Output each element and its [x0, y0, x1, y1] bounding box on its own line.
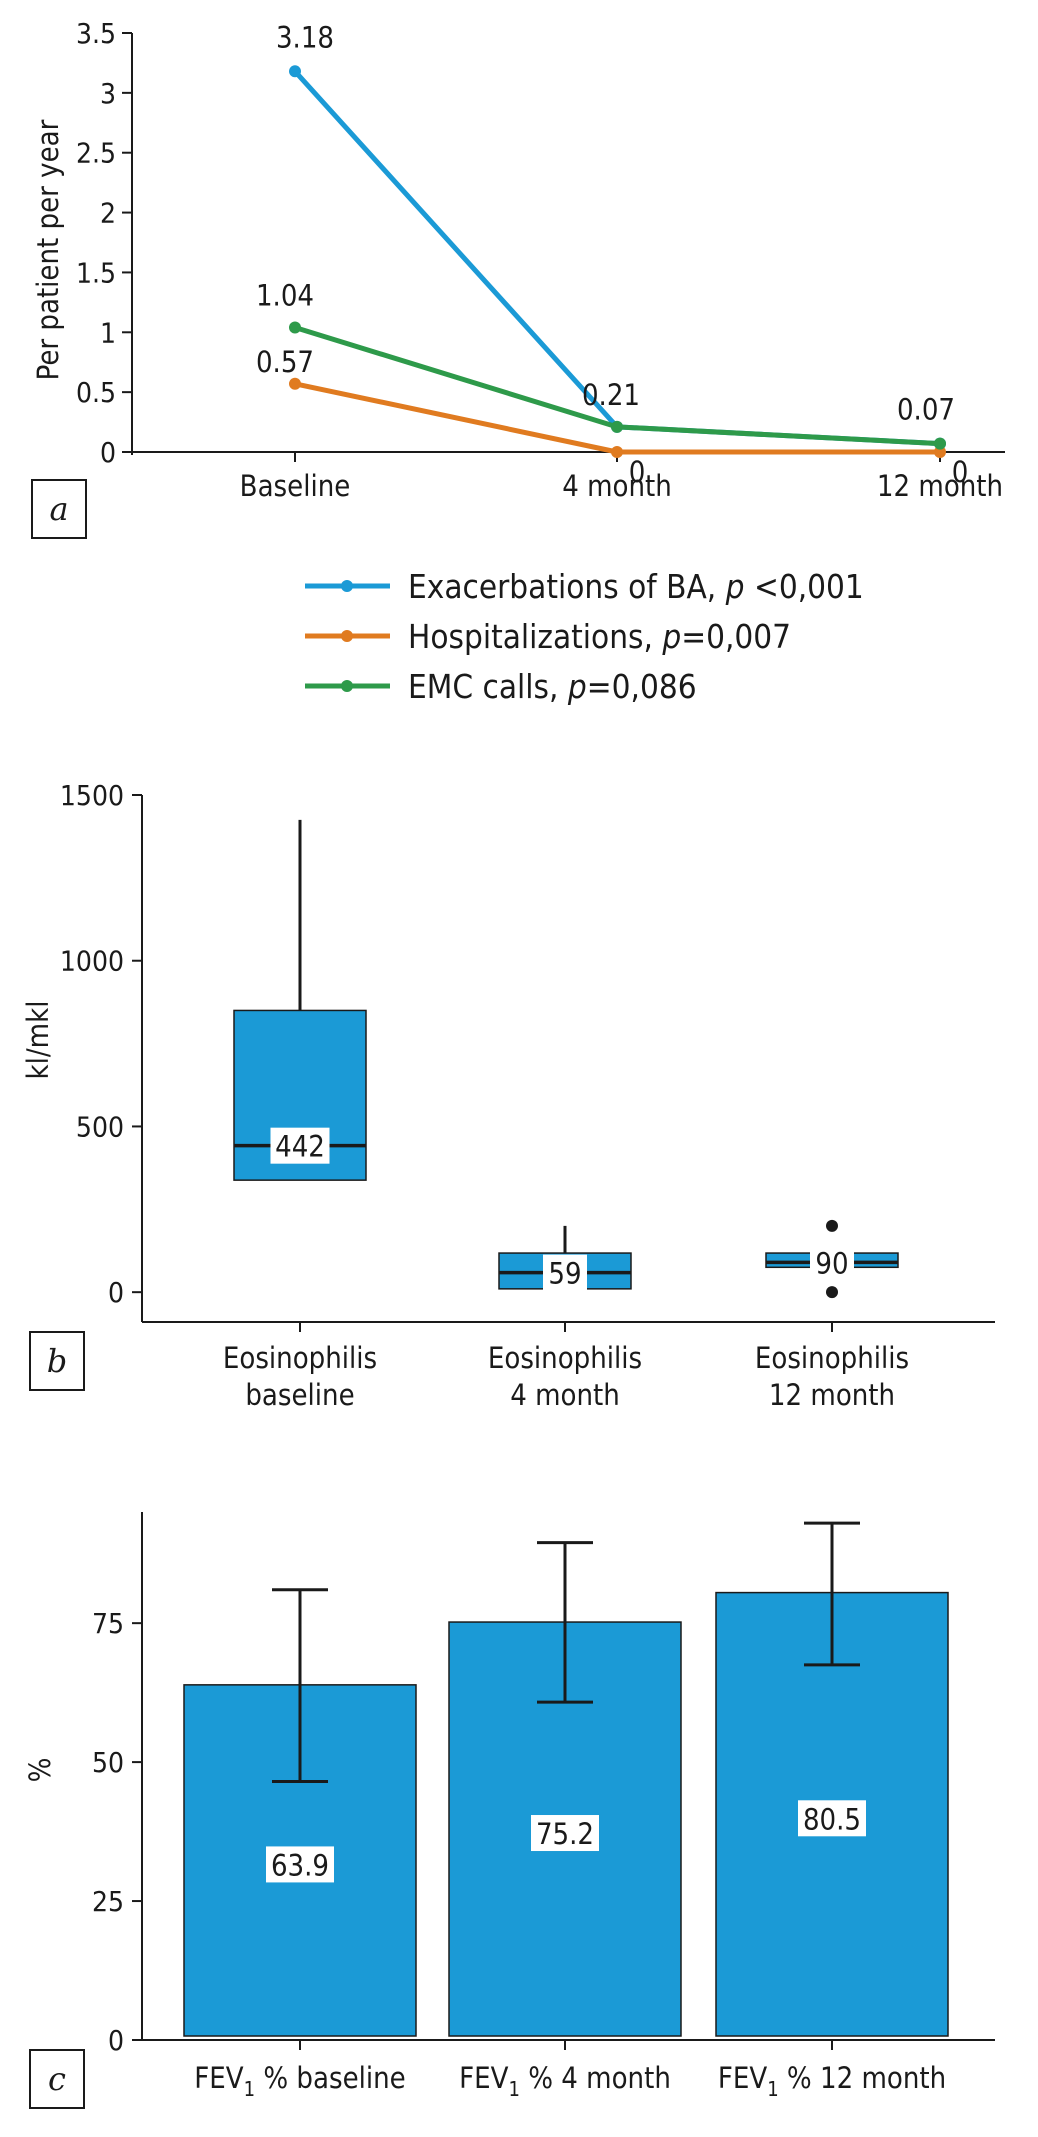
b-outlier-point	[826, 1219, 838, 1232]
legend-marker	[341, 580, 353, 592]
c-value-label-bg	[798, 1800, 866, 1837]
c-x-tick-label: FEV1 % 4 month	[459, 2061, 671, 2101]
legend-p-value: =0,086	[587, 667, 697, 706]
b-median-label-bg	[810, 1244, 854, 1281]
legend-name: Hospitalizations,	[408, 617, 662, 656]
b-median-label: 59	[548, 1257, 581, 1291]
a-data-point	[289, 377, 301, 390]
legend-p-value: <0,001	[745, 567, 864, 606]
legend-p-symbol: p	[661, 617, 681, 656]
a-data-point	[289, 65, 301, 78]
legend-p-symbol: p	[725, 567, 745, 606]
a-y-tick-label: 2.5	[76, 137, 116, 170]
a-data-label: 0.57	[256, 345, 314, 379]
b-outlier-point	[826, 1286, 838, 1299]
b-x-tick-label-line2: 12 month	[769, 1378, 895, 1412]
b-y-axis-label: kl/mkl	[21, 1001, 55, 1080]
panel-a-line-chart: 0 0.5 1 1.5 2 2.5 3 3.5 Baseline 4 month 12 month…	[31, 17, 1005, 539]
c-value-label: 80.5	[803, 1802, 861, 1836]
c-x-tick-label: FEV1 % baseline	[194, 2061, 405, 2101]
a-y-tick-label: 1.5	[76, 256, 116, 289]
panel-c-letter: c	[48, 2060, 66, 2098]
legend-marker	[341, 630, 353, 642]
c-value-label-bg	[266, 1846, 334, 1883]
legend-marker	[341, 680, 353, 692]
panel-a-letter: a	[49, 490, 68, 528]
b-median-label-bg	[543, 1254, 587, 1291]
legend-p-symbol: p	[567, 667, 587, 706]
legend-name: EMC calls,	[408, 667, 568, 706]
b-x-tick-label-line2: baseline	[245, 1378, 354, 1412]
a-y-axis-label: Per patient per year	[31, 119, 65, 380]
panel-a-letter-box	[31, 479, 87, 539]
c-value-label-bg	[531, 1815, 599, 1852]
a-data-label: 0	[952, 455, 969, 489]
a-data-point	[611, 420, 623, 433]
legend-entry: Hospitalizations, p=0,007	[408, 617, 791, 656]
a-data-label: 0.21	[582, 378, 640, 412]
a-y-tick-label: 2	[100, 197, 116, 230]
legend-entry: Exacerbations of BA, p <0,001	[408, 567, 864, 606]
b-median-label: 90	[815, 1246, 848, 1280]
a-data-label: 0	[629, 455, 646, 489]
c-value-label: 63.9	[271, 1848, 329, 1882]
a-y-tick-label: 3	[100, 77, 116, 110]
legend-name: Exacerbations of BA,	[408, 567, 726, 606]
a-x-tick-label: Baseline	[240, 469, 351, 503]
a-x-tick-label: 12 month	[877, 469, 1003, 503]
panel-b-letter: b	[47, 1342, 67, 1380]
legend-entry: EMC calls, p=0,086	[408, 667, 697, 706]
a-data-label: 0.07	[897, 393, 955, 427]
b-y-tick-label: 0	[108, 1276, 124, 1309]
panel-b-letter-box	[29, 1331, 85, 1391]
a-data-point	[289, 321, 301, 334]
b-y-tick-label: 500	[76, 1110, 124, 1143]
b-x-tick-label-line2: 4 month	[510, 1378, 620, 1412]
legend-p-value: =0,007	[681, 617, 791, 656]
panel-c-letter-box	[29, 2049, 85, 2109]
legend: Exacerbations of BA, p <0,001 Hospitaliza…	[305, 567, 864, 706]
c-value-label: 75.2	[536, 1817, 594, 1851]
c-y-tick-label: 75	[92, 1607, 124, 1640]
b-x-tick-label-line1: Eosinophilis	[223, 1341, 377, 1375]
a-y-tick-label: 1	[100, 316, 116, 349]
b-x-tick-label-line1: Eosinophilis	[755, 1341, 909, 1375]
a-y-tick-label: 3.5	[76, 17, 116, 50]
a-data-label: 3.18	[276, 20, 334, 54]
a-y-tick-label: 0	[100, 436, 116, 469]
c-x-tick-label: FEV1 % 12 month	[718, 2061, 946, 2101]
a-data-point	[934, 446, 946, 458]
c-y-tick-label: 25	[92, 1885, 124, 1918]
b-median-label-bg	[270, 1127, 330, 1164]
b-x-tick-label-line1: Eosinophilis	[488, 1341, 642, 1375]
b-median-label: 442	[275, 1130, 325, 1164]
b-y-tick-label: 1000	[60, 945, 124, 978]
c-y-tick-label: 50	[92, 1746, 124, 1779]
a-data-point	[611, 446, 623, 458]
a-data-point	[934, 437, 946, 450]
c-y-axis-label: %	[23, 1758, 57, 1783]
a-y-tick-label: 0.5	[76, 376, 116, 409]
b-y-tick-label: 1500	[60, 779, 124, 812]
a-data-label: 1.04	[256, 278, 314, 312]
a-x-tick-label: 4 month	[562, 469, 672, 503]
panel-c-bar-chart: 0 25 50 75 63.9 75.2 80.5 FEV1 % baseline FEV1…	[23, 1512, 995, 2109]
c-y-tick-label: 0	[108, 2024, 124, 2057]
